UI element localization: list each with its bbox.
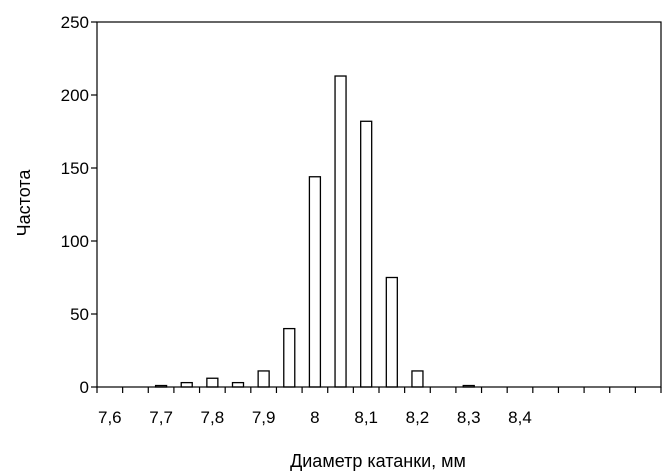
histogram-bar — [308, 176, 322, 388]
histogram-bar — [206, 377, 219, 388]
x-tick-label: 8 — [310, 408, 319, 427]
y-axis-title: Частота — [14, 169, 34, 237]
y-tick-label: 50 — [70, 305, 89, 324]
histogram-bar — [385, 276, 398, 388]
x-tick-label: 7,7 — [149, 408, 173, 427]
histogram-bar — [257, 370, 270, 388]
bar-series — [154, 75, 475, 388]
axes — [96, 21, 662, 388]
x-tick-label: 8,4 — [508, 408, 532, 427]
y-tick-label: 150 — [61, 159, 89, 178]
histogram-bar — [231, 381, 245, 388]
x-axis-title: Диаметр катанки, мм — [290, 451, 466, 471]
y-tick-label: 250 — [61, 13, 89, 32]
y-axis-ticks: 0 50 100 150 200 250 — [61, 13, 97, 397]
x-tick-label: 7,6 — [98, 408, 122, 427]
x-tick-label: 7,8 — [201, 408, 225, 427]
histogram-bar — [334, 75, 347, 388]
x-tick-label: 8,2 — [406, 408, 430, 427]
histogram-bar — [283, 327, 296, 388]
plot-frame — [96, 21, 662, 388]
x-tick-label: 7,9 — [252, 408, 276, 427]
y-tick-label: 200 — [61, 86, 89, 105]
x-tick-label: 8,1 — [354, 408, 378, 427]
x-axis-ticks: 7,6 7,7 7,8 7,9 8 8,1 8,2 8,3 8,4 — [96, 387, 662, 427]
x-tick-label: 8,3 — [457, 408, 481, 427]
y-tick-label: 100 — [61, 232, 89, 251]
histogram-bar — [360, 120, 373, 388]
y-tick-label: 0 — [80, 378, 89, 397]
histogram-bar — [180, 381, 193, 388]
histogram-bar — [411, 370, 424, 388]
